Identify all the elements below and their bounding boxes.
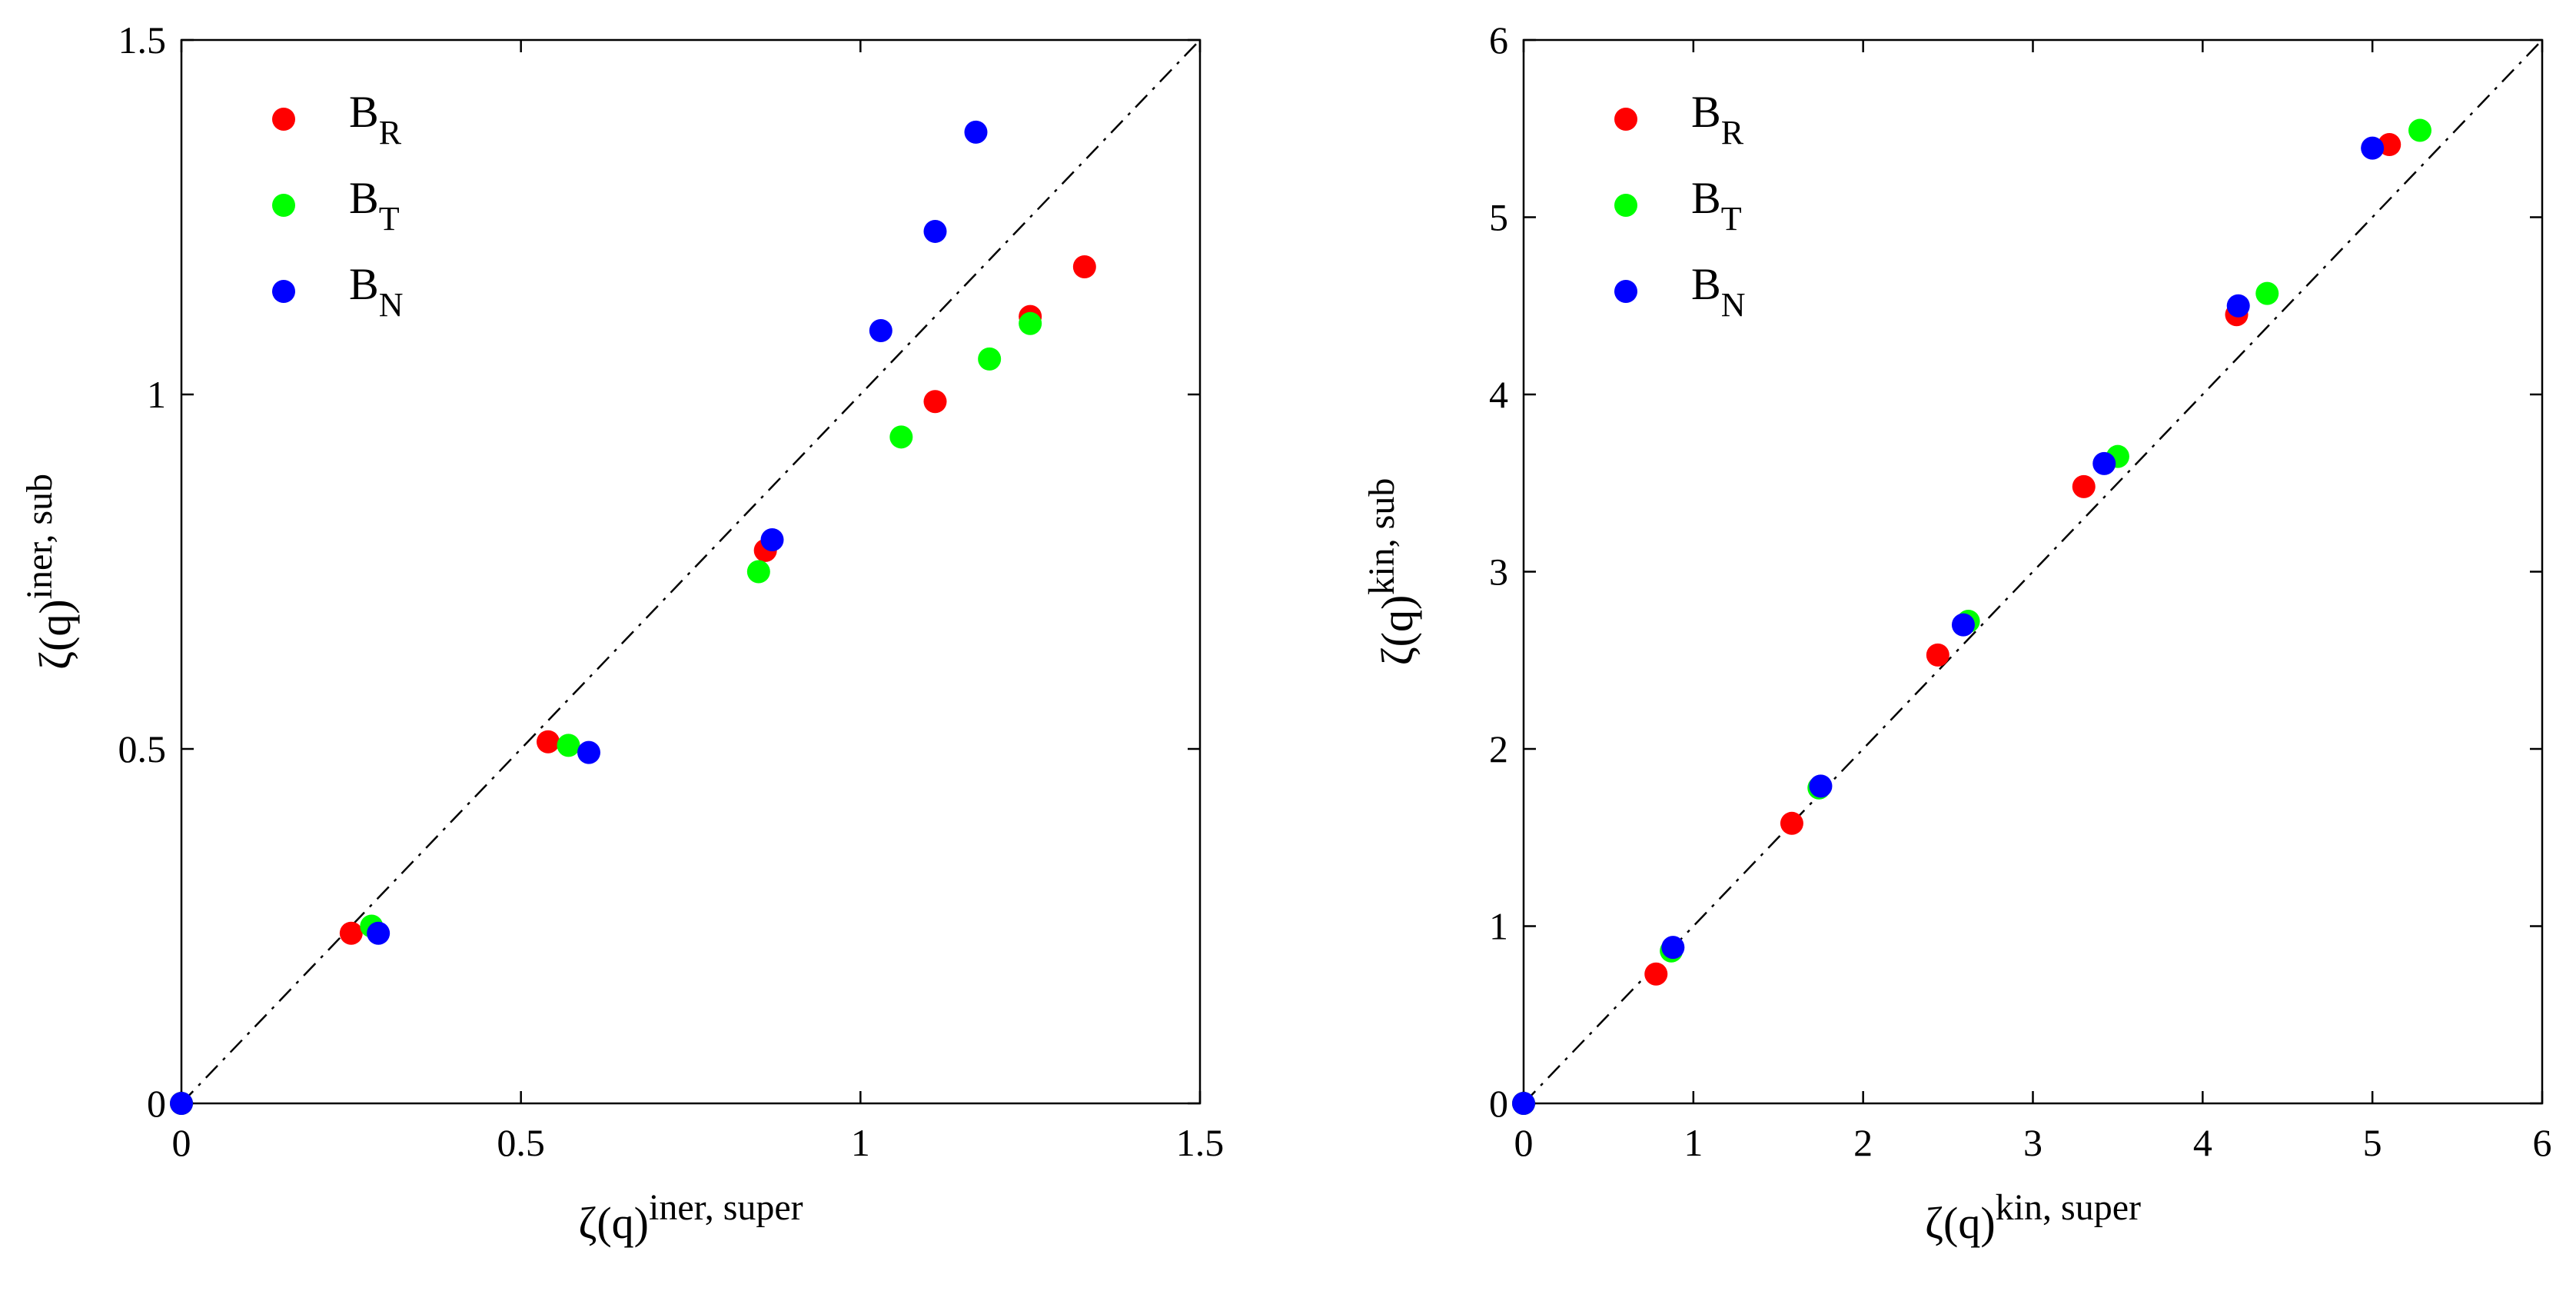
data-point-br — [537, 730, 560, 754]
legend-label-bt: BT — [349, 173, 400, 238]
data-point-bt — [889, 425, 913, 449]
x-tick-label: 1.5 — [1176, 1121, 1225, 1164]
data-point-bt — [2255, 281, 2279, 305]
legend-marker-br — [272, 108, 295, 131]
legend-marker-br — [1614, 108, 1637, 131]
reference-line-y-equals-x — [181, 39, 1201, 1104]
y-axis-label: ζ(q)kin, sub — [1361, 478, 1422, 666]
data-point-br — [1644, 962, 1668, 986]
x-tick-label: 4 — [2193, 1121, 2212, 1164]
x-tick-label: 1 — [1684, 1121, 1703, 1164]
x-tick-label: 6 — [2533, 1121, 2552, 1164]
y-tick-label: 6 — [1489, 18, 1508, 62]
data-point-bn — [964, 120, 988, 144]
data-point-br — [1072, 255, 1096, 279]
data-point-br — [339, 921, 363, 945]
data-point-bt — [1019, 311, 1042, 335]
x-tick-label: 1 — [851, 1121, 870, 1164]
y-tick-label: 0 — [1489, 1082, 1508, 1125]
legend-marker-bn — [1614, 280, 1637, 303]
data-point-bn — [170, 1092, 193, 1115]
x-tick-label: 2 — [1853, 1121, 1873, 1164]
data-point-bn — [2226, 294, 2250, 318]
data-point-br — [1926, 643, 1949, 667]
x-axis-label: ζ(q)kin, super — [1925, 1187, 2141, 1248]
data-point-br — [923, 390, 947, 414]
data-point-bn — [760, 528, 784, 552]
y-tick-label: 2 — [1489, 727, 1508, 770]
legend-label-bn: BN — [1691, 259, 1745, 324]
legend-marker-bn — [272, 280, 295, 303]
data-point-bt — [2408, 118, 2431, 142]
data-point-bt — [978, 347, 1002, 371]
y-tick-label: 1 — [147, 373, 166, 416]
data-point-bn — [1951, 613, 1975, 637]
x-tick-label: 0.5 — [497, 1121, 545, 1164]
data-point-bt — [746, 560, 770, 584]
reference-line-y-equals-x — [1523, 39, 2543, 1104]
data-point-br — [2072, 474, 2096, 498]
data-point-bn — [577, 740, 600, 764]
legend-marker-bt — [1614, 194, 1637, 217]
y-tick-label: 4 — [1489, 373, 1508, 416]
y-tick-label: 0 — [147, 1082, 166, 1125]
x-axis-label: ζ(q)iner, super — [578, 1187, 803, 1248]
y-tick-label: 1.5 — [118, 18, 167, 62]
x-tick-label: 0 — [1514, 1121, 1534, 1164]
legend-label-bn: BN — [349, 259, 403, 324]
data-point-bt — [557, 734, 580, 757]
y-axis-label: ζ(q)iner, sub — [19, 474, 80, 670]
legend-label-br: BR — [349, 87, 402, 151]
data-point-bn — [2092, 451, 2116, 475]
legend-label-br: BR — [1691, 87, 1744, 151]
data-point-bn — [1809, 774, 1833, 798]
data-point-bn — [2361, 136, 2385, 160]
data-point-bn — [869, 319, 892, 343]
data-point-bn — [1512, 1092, 1535, 1115]
legend-marker-bt — [272, 194, 295, 217]
y-tick-label: 3 — [1489, 551, 1508, 594]
y-tick-label: 1 — [1489, 905, 1508, 948]
y-tick-label: 0.5 — [118, 727, 167, 770]
right-panel-kin: 0 1 2 3 4 5 6 0 1 2 3 4 5 6 BR BT BN ζ(q)kin, super ζ(q)ki… — [1361, 18, 2552, 1248]
plot-frame — [180, 38, 1202, 1105]
y-tick-label: 5 — [1489, 196, 1508, 239]
legend-label-bt: BT — [1691, 173, 1742, 238]
data-point-bn — [1661, 936, 1685, 960]
left-panel-iner: 0 0.5 1 1.5 0 0.5 1 1.5 BR BT BN ζ(q)iner, super ζ(q… — [19, 18, 1224, 1248]
x-tick-label: 0 — [172, 1121, 191, 1164]
x-tick-label: 5 — [2363, 1121, 2382, 1164]
data-point-bn — [923, 219, 947, 243]
x-tick-label: 3 — [2023, 1121, 2043, 1164]
data-point-bn — [367, 921, 391, 945]
data-point-br — [1780, 811, 1803, 835]
